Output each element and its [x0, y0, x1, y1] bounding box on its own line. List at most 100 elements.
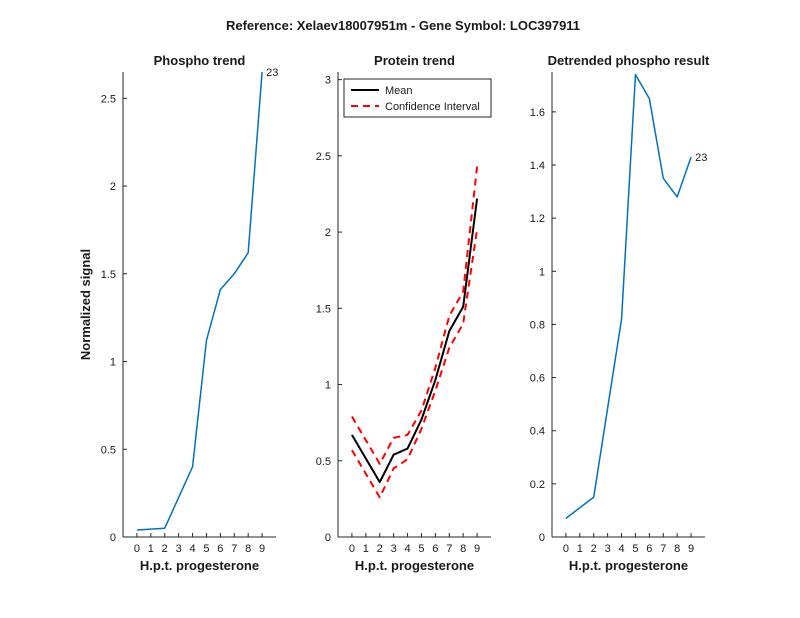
data-point [621, 318, 623, 320]
data-point [351, 416, 353, 418]
y-tick-label: 2 [325, 227, 331, 239]
x-tick-label: 1 [363, 543, 369, 555]
y-tick-label: 2.5 [316, 151, 331, 163]
y-tick-label: 1 [539, 266, 545, 278]
data-point [462, 291, 464, 293]
y-tick-label: 1.5 [316, 303, 331, 315]
data-point [435, 379, 437, 381]
end-label: 23 [266, 67, 278, 79]
data-point [421, 428, 423, 430]
y-tick-label: 0.4 [530, 426, 545, 438]
y-tick-label: 1.6 [530, 107, 545, 119]
y-tick-label: 0 [539, 532, 545, 544]
data-point [393, 468, 395, 470]
x-tick-label: 0 [349, 543, 355, 555]
data-point [206, 340, 208, 342]
data-point [379, 463, 381, 465]
legend-box [343, 78, 492, 118]
x-axis-label: H.p.t. progesterone [355, 558, 474, 573]
x-tick-label: 9 [688, 543, 694, 555]
x-tick-label: 6 [646, 543, 652, 555]
series-line-2 [351, 166, 479, 465]
data-point [261, 71, 263, 73]
y-tick-label: 1.5 [101, 269, 116, 281]
y-tick-label: 0 [110, 532, 116, 544]
x-tick-label: 5 [632, 543, 638, 555]
x-tick-label: 5 [203, 543, 209, 555]
data-point [635, 74, 637, 76]
y-tick-label: 0.5 [101, 444, 116, 456]
data-point [435, 367, 437, 369]
y-tick-label: 0.6 [530, 373, 545, 385]
x-tick-label: 8 [674, 543, 680, 555]
y-tick-label: 1 [325, 380, 331, 392]
y-tick-label: 0.2 [530, 479, 545, 491]
x-axis-label: H.p.t. progesterone [569, 558, 688, 573]
series-line-3 [351, 228, 479, 499]
legend-label: Mean [385, 85, 413, 97]
data-point [351, 434, 353, 436]
x-axis-label: H.p.t. progesterone [140, 558, 259, 573]
data-point [421, 410, 423, 412]
end-label: 23 [695, 152, 707, 164]
x-tick-label: 6 [217, 543, 223, 555]
x-tick-label: 7 [231, 543, 237, 555]
x-tick-label: 4 [189, 543, 195, 555]
data-point [407, 458, 409, 460]
data-point [164, 527, 166, 529]
panel-3: 00.20.40.60.811.21.41.60 1 2 3 4 5 6 7 8 923Detre… [530, 53, 710, 573]
data-point [476, 198, 478, 200]
data-point [662, 177, 664, 179]
data-point [379, 497, 381, 499]
data-point [476, 166, 478, 168]
x-tick-label: 3 [605, 543, 611, 555]
panel-title: Phospho trend [154, 53, 246, 68]
y-tick-label: 0 [325, 532, 331, 544]
data-point [462, 323, 464, 325]
y-tick-label: 0.5 [316, 456, 331, 468]
data-point [421, 419, 423, 421]
data-point [690, 156, 692, 158]
series-line-1 [565, 73, 692, 519]
x-tick-label: 2 [377, 543, 383, 555]
panel-title: Protein trend [374, 53, 455, 68]
data-point [220, 289, 222, 291]
data-point [448, 315, 450, 317]
x-tick-label: 8 [460, 543, 466, 555]
data-point [407, 448, 409, 450]
data-point [393, 454, 395, 456]
x-tick-label: 9 [474, 543, 480, 555]
legend-label: Confidence Interval [385, 101, 480, 113]
series-line-1 [351, 198, 479, 484]
legend: Mean Confidence Interval [343, 78, 492, 118]
figure-title: Reference: Xelaev18007951m - Gene Symbol… [226, 18, 580, 33]
x-tick-label: 2 [162, 543, 168, 555]
data-point [435, 390, 437, 392]
data-point [565, 518, 567, 520]
data-point [192, 466, 194, 468]
data-point [649, 98, 651, 100]
data-point [233, 273, 235, 275]
data-point [448, 347, 450, 349]
x-tick-label: 0 [563, 543, 569, 555]
y-tick-label: 1.4 [530, 160, 545, 172]
x-tick-label: 9 [259, 543, 265, 555]
y-tick-label: 1.2 [530, 213, 545, 225]
x-tick-label: 7 [446, 543, 452, 555]
data-point [247, 252, 249, 254]
data-point [136, 529, 138, 531]
data-point [379, 481, 381, 483]
data-point [351, 449, 353, 451]
x-tick-label: 6 [432, 543, 438, 555]
x-tick-label: 3 [176, 543, 182, 555]
y-tick-label: 3 [325, 75, 331, 87]
x-tick-label: 0 [134, 543, 140, 555]
x-tick-label: 1 [577, 543, 583, 555]
y-axis-label: Normalized signal [78, 249, 93, 360]
data-point [462, 306, 464, 308]
y-tick-label: 2.5 [101, 93, 116, 105]
x-tick-label: 2 [591, 543, 597, 555]
series-line-1 [136, 71, 263, 531]
